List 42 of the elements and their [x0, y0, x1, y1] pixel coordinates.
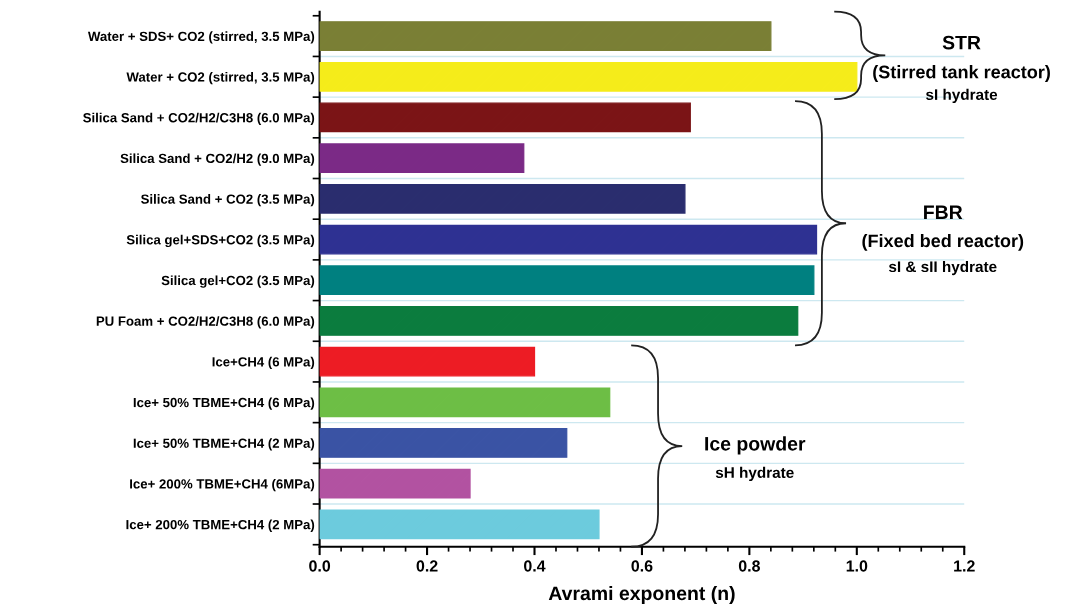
y-tick-label: Water + SDS+ CO2 (stirred, 3.5 MPa)	[87, 31, 315, 44]
annotation: sH hydrate	[715, 466, 794, 482]
y-tick-label: Water + CO2 (stirred, 3.5 MPa)	[126, 72, 315, 85]
bar	[319, 61, 858, 92]
x-tick-label: 1.0	[846, 560, 868, 572]
bar	[319, 143, 525, 174]
annotation: STR	[942, 35, 981, 50]
bar	[319, 21, 772, 51]
y-tick-label: Ice+ 200% TBME+CH4 (2 MPa)	[126, 519, 315, 532]
annotation: (Stirred tank reactor)	[873, 65, 1050, 82]
bar	[319, 183, 686, 214]
x-tick-label: 0.4	[524, 560, 546, 572]
bar	[319, 387, 611, 418]
y-tick-label: Silica Sand + CO2/H2/C3H8 (6.0 MPa)	[83, 112, 315, 125]
bar	[319, 102, 691, 133]
annotation: sI & sII hydrate	[888, 260, 997, 276]
y-tick-label: Silica gel+SDS+CO2 (3.5 MPa)	[126, 234, 315, 248]
bar	[319, 306, 799, 336]
x-tick-label: 0.0	[309, 560, 331, 572]
bar	[319, 224, 818, 255]
y-tick-label: Silica Sand + CO2 (3.5 MPa)	[141, 194, 315, 207]
bar	[319, 265, 815, 296]
bar	[319, 509, 600, 540]
x-tick-label: 0.6	[631, 560, 653, 572]
annotation: sI hydrate	[926, 88, 998, 104]
annotation: Ice powder	[705, 436, 806, 455]
y-tick-label: Ice+CH4 (6 MPa)	[212, 356, 315, 370]
y-tick-label: Ice+ 50% TBME+CH4 (2 MPa)	[133, 438, 315, 451]
x-axis-title: Avrami exponent (n)	[548, 585, 735, 605]
x-tick-label: 1.2	[954, 560, 975, 572]
y-tick-label: Ice+ 50% TBME+CH4 (6 MPa)	[133, 397, 315, 410]
y-tick-label: Silica Sand + CO2/H2 (9.0 MPa)	[120, 153, 315, 166]
y-tick-label: PU Foam + CO2/H2/C3H8 (6.0 MPa)	[96, 316, 315, 329]
bar	[319, 428, 568, 458]
x-tick-label: 0.2	[416, 560, 438, 572]
annotation: (Fixed bed reactor)	[862, 233, 1024, 251]
x-tick-label: 0.8	[738, 560, 760, 572]
bar	[319, 346, 536, 377]
y-tick-label: Ice+ 200% TBME+CH4 (6MPa)	[130, 478, 315, 492]
annotation: FBR	[924, 205, 963, 219]
bar	[319, 468, 471, 499]
y-tick-label: Silica gel+CO2 (3.5 MPa)	[161, 275, 315, 288]
